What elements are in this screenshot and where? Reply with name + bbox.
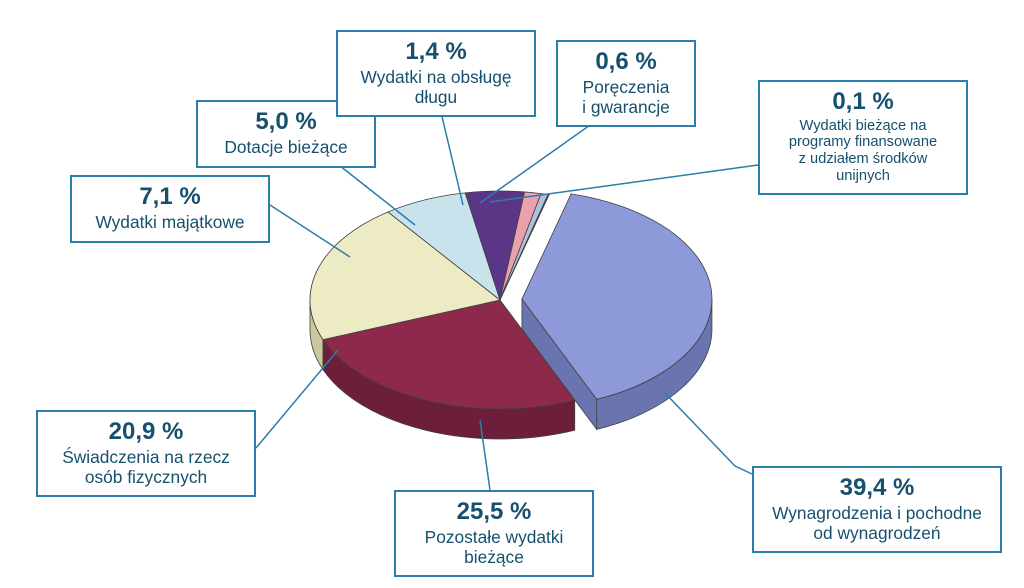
callout-percent: 7,1 % — [82, 183, 258, 211]
callout-label: Poręczenia i gwarancje — [568, 78, 684, 118]
callout-percent: 0,6 % — [568, 48, 684, 76]
callout-percent: 20,9 % — [48, 418, 244, 446]
callout-percent: 1,4 % — [348, 38, 524, 66]
pie-chart-figure: { "chart": { "type": "pie", "three_d": t… — [0, 0, 1024, 588]
callout-box: 1,4 %Wydatki na obsługę długu — [336, 30, 536, 117]
callout-box: 0,6 %Poręczenia i gwarancje — [556, 40, 696, 127]
callout-percent: 0,1 % — [770, 88, 956, 116]
callout-label: Świadczenia na rzecz osób fizycznych — [48, 448, 244, 488]
callout-label: Wynagrodzenia i pochodne od wynagrodzeń — [764, 504, 990, 544]
callout-box: 20,9 %Świadczenia na rzecz osób fizyczny… — [36, 410, 256, 497]
callout-label: Wydatki na obsługę długu — [348, 68, 524, 108]
callout-percent: 39,4 % — [764, 474, 990, 502]
callout-percent: 25,5 % — [406, 498, 582, 526]
callout-box: 7,1 %Wydatki majątkowe — [70, 175, 270, 243]
callout-box: 0,1 %Wydatki bieżące na programy finanso… — [758, 80, 968, 195]
callout-label: Pozostałe wydatki bieżące — [406, 528, 582, 568]
callout-box: 39,4 %Wynagrodzenia i pochodne od wynagr… — [752, 466, 1002, 553]
callout-label: Wydatki bieżące na programy finansowane … — [770, 118, 956, 185]
callout-label: Dotacje bieżące — [208, 138, 364, 158]
callout-box: 25,5 %Pozostałe wydatki bieżące — [394, 490, 594, 577]
callout-label: Wydatki majątkowe — [82, 213, 258, 233]
